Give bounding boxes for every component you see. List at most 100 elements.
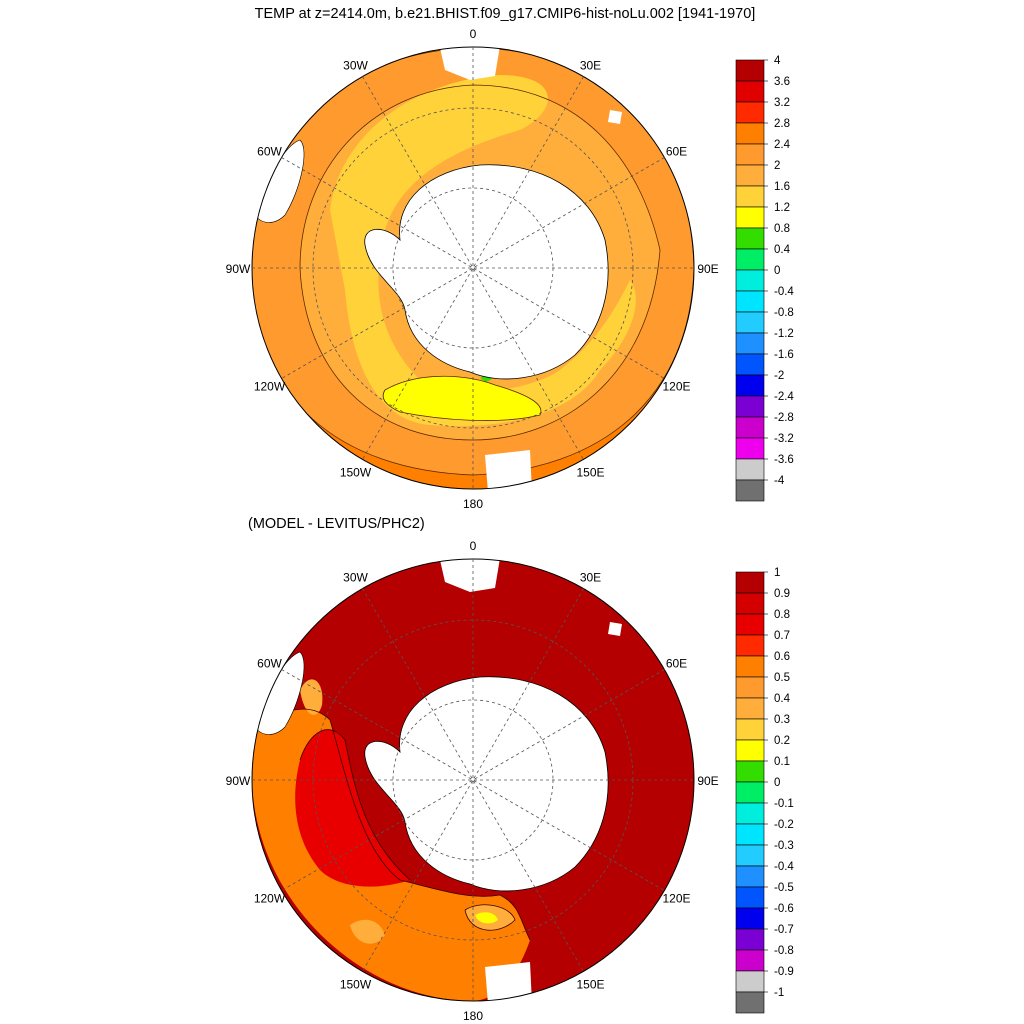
figure-title: TEMP at z=2414.0m, b.e21.BHIST.f09_g17.C… (255, 6, 756, 22)
colorbar-tick-label: 0.7 (774, 630, 790, 642)
colorbar-tick-label: 1 (774, 567, 780, 579)
colorbar-tick-label: 0.8 (774, 223, 790, 235)
colorbar-swatch (735, 970, 765, 993)
colorbar-swatch (735, 374, 765, 397)
longitude-label: 180 (463, 497, 483, 511)
temperature-map: 0 30E 60E 90E 120E 150E 180 150W 120W 90W 60W 30W 4… (226, 27, 795, 511)
longitude-labels: 0 30E 60E 90E 120E 150E 180 150W 120W 90W 60W 30W (226, 27, 719, 511)
longitude-label: 120W (254, 380, 286, 394)
colorbar-tick-label: 0 (774, 777, 780, 789)
colorbar-swatch (735, 164, 765, 187)
colorbar-tick-label: -3.2 (774, 433, 794, 445)
colorbar-tick-label: 0 (774, 265, 780, 277)
colorbar-tick-label: 3.6 (774, 76, 790, 88)
longitude-label: 90W (226, 262, 251, 276)
colorbar-swatch (735, 101, 765, 124)
colorbar-swatch (735, 248, 765, 271)
figure-subtitle: (MODEL - LEVITUS/PHC2) (248, 516, 425, 532)
colorbar-swatch (735, 437, 765, 460)
zone-drake-passage-anomaly (300, 679, 323, 715)
longitude-label: 180 (463, 1009, 483, 1023)
colorbar-tick-label: -1.6 (774, 349, 794, 361)
colorbar-swatch (735, 760, 765, 783)
colorbar-swatch (735, 206, 765, 229)
longitude-label: 150E (576, 466, 604, 480)
longitude-label: 0 (470, 27, 477, 41)
colorbar-tick-label: -2.8 (774, 412, 794, 424)
colorbar-swatch (735, 185, 765, 208)
temperature-map-field (252, 47, 694, 489)
longitude-label: 30W (343, 59, 368, 73)
colorbar-tick-label: -0.8 (774, 307, 794, 319)
anomaly-map: 0 30E 60E 90E 120E 150E 180 150W 120W 90W 60W 30W 1… (226, 539, 795, 1023)
colorbar-swatch (735, 676, 765, 699)
colorbar-tick-label: 0.3 (774, 714, 790, 726)
colorbar-tick-label: -4 (774, 475, 785, 487)
colorbar-tick-label: -2.4 (774, 391, 794, 403)
colorbar-tick-label: -0.4 (774, 861, 794, 873)
colorbar-swatch (735, 865, 765, 888)
graticule (252, 47, 694, 489)
longitude-label: 150W (340, 978, 372, 992)
longitude-label: 120E (662, 892, 690, 906)
zone-ross-sea-anomaly-west (350, 919, 385, 944)
colorbar-tick-label: 1.6 (774, 181, 790, 193)
colorbar-tick-label: -0.3 (774, 840, 794, 852)
longitude-label: 120W (254, 892, 286, 906)
longitude-label: 30E (580, 571, 601, 585)
colorbar-swatch (735, 353, 765, 376)
longitude-label: 90W (226, 774, 251, 788)
longitude-label: 60E (666, 657, 687, 671)
colorbar-swatch (735, 613, 765, 636)
colorbar-swatch (735, 395, 765, 418)
colorbar-swatch (735, 80, 765, 103)
colorbar-swatch (735, 592, 765, 615)
graticule (252, 559, 694, 1001)
kerguelen-islands (608, 622, 622, 636)
longitude-label: 30E (580, 59, 601, 73)
zone-local-maximum (475, 912, 498, 924)
colorbar-swatch (735, 634, 765, 657)
colorbar-swatch (735, 781, 765, 804)
longitude-label: 90E (697, 774, 718, 788)
colorbar-tick-label: -0.5 (774, 882, 794, 894)
colorbar-tick-label: -1.2 (774, 328, 794, 340)
longitude-label: 60W (257, 145, 282, 159)
colorbar-swatch (735, 928, 765, 951)
colorbar-swatch (735, 823, 765, 846)
colorbar-swatch (735, 739, 765, 762)
colorbar-tick-label: -0.8 (774, 945, 794, 957)
new-zealand-landmass (485, 450, 532, 489)
new-zealand-landmass (485, 962, 532, 1001)
colorbar-swatch (735, 844, 765, 867)
anomaly-map-field (252, 559, 694, 1001)
colorbar-swatch (735, 458, 765, 481)
colorbar-swatch (735, 949, 765, 972)
colorbar-tick-label: 2.4 (774, 139, 791, 151)
colorbar-tick-label: -0.1 (774, 798, 794, 810)
longitude-label: 150E (576, 978, 604, 992)
colorbar-swatch (735, 332, 765, 355)
colorbar-swatch (735, 991, 765, 1014)
colorbar-tick-label: -0.4 (774, 286, 794, 298)
colorbar-tick-label: -0.6 (774, 903, 794, 915)
colorbar-swatch (735, 718, 765, 741)
longitude-label: 60W (257, 657, 282, 671)
colorbar-tick-label: 0.9 (774, 588, 790, 600)
longitude-labels: 0 30E 60E 90E 120E 150E 180 150W 120W 90W 60W 30W (226, 539, 719, 1023)
longitude-label: 90E (697, 262, 718, 276)
colorbar-tick-label: 0.4 (774, 244, 791, 256)
colorbar-tick-label: 0.1 (774, 756, 790, 768)
colorbar-tick-label: -0.7 (774, 924, 794, 936)
africa-landmass (440, 559, 500, 592)
kerguelen-islands (608, 110, 622, 124)
colorbar-tick-label: 0.6 (774, 651, 790, 663)
anomaly-colorbar: 1 0.9 0.8 0.7 0.6 0.5 0.4 0.3 0.2 0.1 0 -0.1 -0.2 -0.… (735, 567, 794, 1014)
colorbar-swatch (735, 886, 765, 909)
antarctica-landmass (364, 676, 609, 892)
colorbar-tick-label: 0.8 (774, 609, 790, 621)
colorbar-swatch (735, 416, 765, 439)
colorbar-tick-label: -0.9 (774, 966, 794, 978)
colorbar-tick-label: -1 (774, 987, 784, 999)
